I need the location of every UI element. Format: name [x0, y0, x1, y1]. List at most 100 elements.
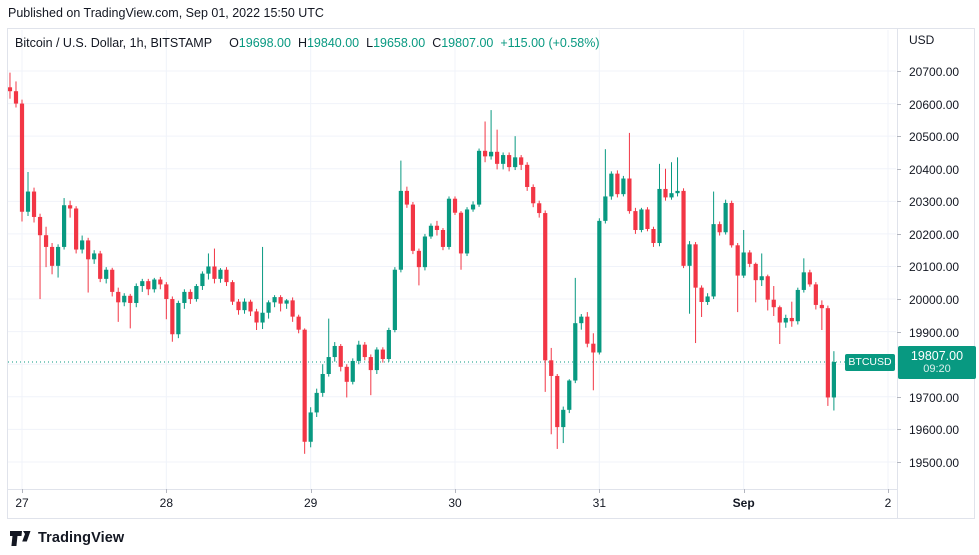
candle — [458, 211, 464, 270]
candle — [621, 175, 626, 197]
candle — [398, 160, 403, 273]
candle-body — [98, 253, 103, 279]
candle-body — [284, 300, 289, 304]
candle-body — [747, 252, 752, 264]
candle-body — [404, 190, 409, 205]
candle — [116, 287, 121, 322]
candle-body — [25, 191, 31, 212]
candle — [254, 308, 259, 331]
candle-body — [567, 380, 572, 410]
candle-body — [777, 307, 782, 323]
candle — [290, 297, 295, 322]
price-axis-label: 19900.00 — [909, 325, 960, 340]
candle — [200, 271, 205, 290]
candle — [37, 213, 43, 300]
candle-body — [302, 329, 307, 442]
price-axis-separator — [897, 29, 898, 518]
candle-body — [482, 150, 488, 157]
candle-body — [230, 282, 235, 302]
change-value: +115.00 (+0.58%) — [500, 36, 600, 50]
candle-body — [80, 240, 85, 250]
candle-body — [825, 308, 830, 398]
candle — [308, 407, 313, 448]
last-price-badge: 19807.00 09:20 — [898, 345, 976, 379]
candle-body — [374, 349, 379, 371]
candle-body — [651, 229, 656, 244]
candle — [260, 246, 265, 330]
candle-body — [110, 269, 115, 292]
candle-body — [789, 317, 794, 322]
candle — [152, 277, 157, 293]
candle — [825, 305, 830, 406]
candle — [729, 200, 734, 248]
candle-body — [122, 295, 127, 303]
candle — [488, 110, 494, 160]
candle — [717, 221, 722, 236]
price-axis-tick — [897, 71, 901, 72]
candle-body — [380, 349, 385, 360]
candle-body — [609, 173, 614, 197]
candle-body — [663, 188, 668, 198]
candle-body — [362, 344, 367, 358]
candle — [771, 286, 776, 317]
candle — [591, 333, 596, 391]
candle-body — [344, 366, 349, 382]
candle-body — [669, 193, 674, 198]
candle — [513, 136, 518, 171]
candle-body — [501, 155, 506, 164]
candle-body — [332, 345, 337, 358]
candle-body — [717, 224, 722, 233]
price-axis-label: 20600.00 — [909, 97, 960, 112]
candle — [633, 207, 638, 234]
candle-body — [735, 245, 740, 276]
candle — [777, 305, 782, 345]
candle — [434, 220, 440, 236]
candle-body — [290, 300, 295, 317]
candle-body — [92, 253, 97, 260]
candle — [723, 199, 728, 235]
time-axis-label: 28 — [159, 496, 174, 510]
candle — [603, 149, 608, 224]
candle-body — [55, 246, 61, 266]
candle — [230, 280, 235, 305]
candle — [296, 314, 301, 334]
price-axis-label: 20200.00 — [909, 227, 960, 242]
candle — [8, 72, 13, 99]
price-axis-tick — [897, 168, 901, 170]
candle — [338, 344, 343, 372]
candle-body — [416, 250, 422, 268]
candle-body — [224, 269, 229, 283]
candle — [615, 170, 620, 198]
candle — [374, 347, 379, 374]
candle — [801, 258, 806, 293]
candle-body — [326, 357, 331, 374]
candle-body — [74, 208, 79, 250]
last-price-value: 19807.00 — [910, 348, 964, 363]
candle — [597, 218, 602, 355]
candle-body — [164, 284, 169, 300]
candle — [110, 267, 115, 297]
candle-body — [452, 198, 458, 213]
candle — [31, 187, 37, 223]
price-axis-tick — [897, 429, 901, 431]
candle-body — [440, 229, 446, 247]
candle-body — [260, 312, 265, 323]
candle-body — [31, 191, 37, 217]
tradingview-logo[interactable]: TradingView — [10, 530, 124, 546]
candle-body — [458, 212, 464, 254]
candle — [122, 293, 127, 307]
candle-body — [591, 343, 596, 353]
candle-body — [519, 157, 524, 165]
candle — [675, 157, 680, 197]
candle-body — [783, 317, 788, 323]
candle-body — [507, 155, 512, 168]
candle-body — [182, 291, 187, 303]
candle — [146, 278, 151, 296]
price-pane[interactable] — [8, 30, 896, 489]
candle-body — [272, 297, 277, 303]
candle — [645, 207, 650, 232]
candle — [92, 250, 97, 264]
candle — [236, 299, 241, 315]
candle — [681, 188, 686, 269]
candle-body — [819, 304, 824, 309]
